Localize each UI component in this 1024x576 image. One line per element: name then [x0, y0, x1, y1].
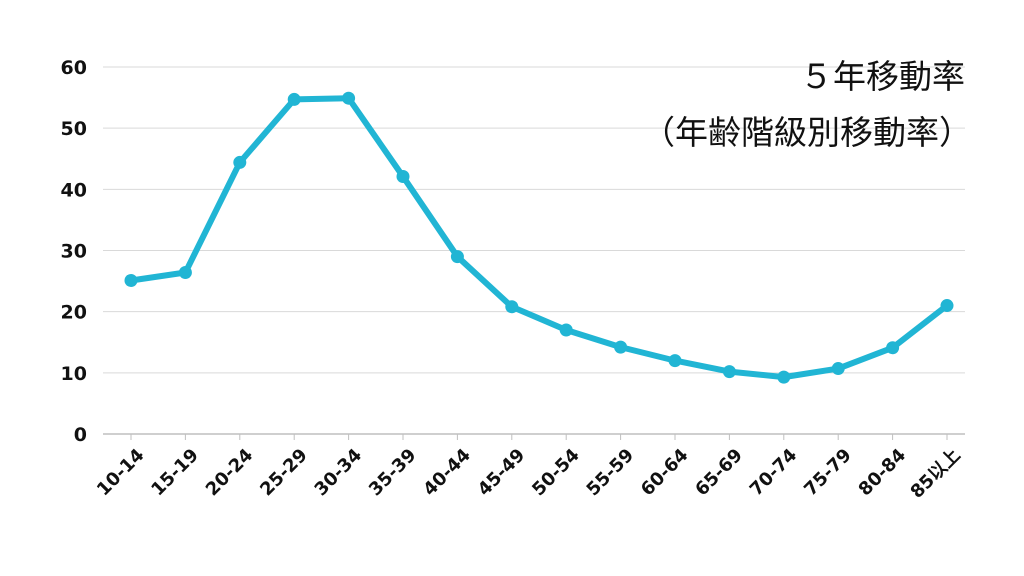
data-point — [614, 340, 628, 354]
x-tick-label: 20-24 — [202, 445, 258, 501]
chart-title-line-2: （年齢階級別移動率） — [642, 113, 972, 152]
data-point — [940, 299, 954, 313]
data-point — [287, 92, 301, 106]
data-point — [505, 300, 519, 314]
x-tick-label: 35-39 — [365, 445, 421, 501]
x-tick-label: 55-59 — [583, 445, 639, 501]
x-tick-label: 85以上 — [907, 445, 965, 503]
x-tick-label: 80-84 — [855, 445, 911, 501]
data-point — [831, 362, 845, 376]
chart-title: ５年移動率 （年齢階級別移動率） — [642, 57, 972, 152]
x-tick-label: 40-44 — [419, 445, 475, 501]
x-tick-label: 65-69 — [691, 445, 747, 501]
data-point — [396, 169, 410, 183]
y-tick-label: 50 — [61, 118, 87, 140]
data-point — [668, 354, 682, 368]
x-tick-label: 60-64 — [637, 445, 693, 501]
y-axis-tick-labels: 0 10 20 30 40 50 60 — [61, 57, 87, 446]
data-point — [450, 250, 464, 264]
y-tick-label: 60 — [61, 57, 87, 79]
data-point — [722, 365, 736, 379]
x-tick-label: 75-79 — [800, 445, 856, 501]
data-point — [777, 370, 791, 384]
x-tick-label: 70-74 — [746, 445, 802, 501]
chart-title-line-1: ５年移動率 — [800, 57, 965, 96]
y-tick-label: 20 — [61, 302, 87, 324]
data-point — [342, 91, 356, 105]
x-tick-label: 30-34 — [311, 445, 367, 501]
x-tick-label: 10-14 — [93, 445, 149, 501]
grid-lines — [103, 66, 965, 435]
series-line — [128, 95, 950, 381]
data-point — [178, 266, 192, 280]
data-point — [886, 341, 900, 355]
x-tick-label: 45-49 — [474, 445, 530, 501]
y-tick-label: 30 — [61, 241, 87, 263]
data-point — [559, 323, 573, 337]
x-axis-tick-labels: 10-1415-1920-2425-2930-3435-3940-4445-49… — [93, 434, 965, 503]
y-tick-label: 40 — [61, 179, 87, 201]
y-tick-label: 10 — [61, 363, 87, 385]
x-tick-label: 25-29 — [256, 445, 312, 501]
x-tick-label: 15-19 — [147, 445, 203, 501]
data-point — [233, 155, 247, 169]
series-line-group — [124, 91, 954, 384]
data-point — [124, 273, 138, 287]
y-tick-label: 0 — [74, 424, 87, 446]
x-tick-label: 50-54 — [528, 445, 584, 501]
